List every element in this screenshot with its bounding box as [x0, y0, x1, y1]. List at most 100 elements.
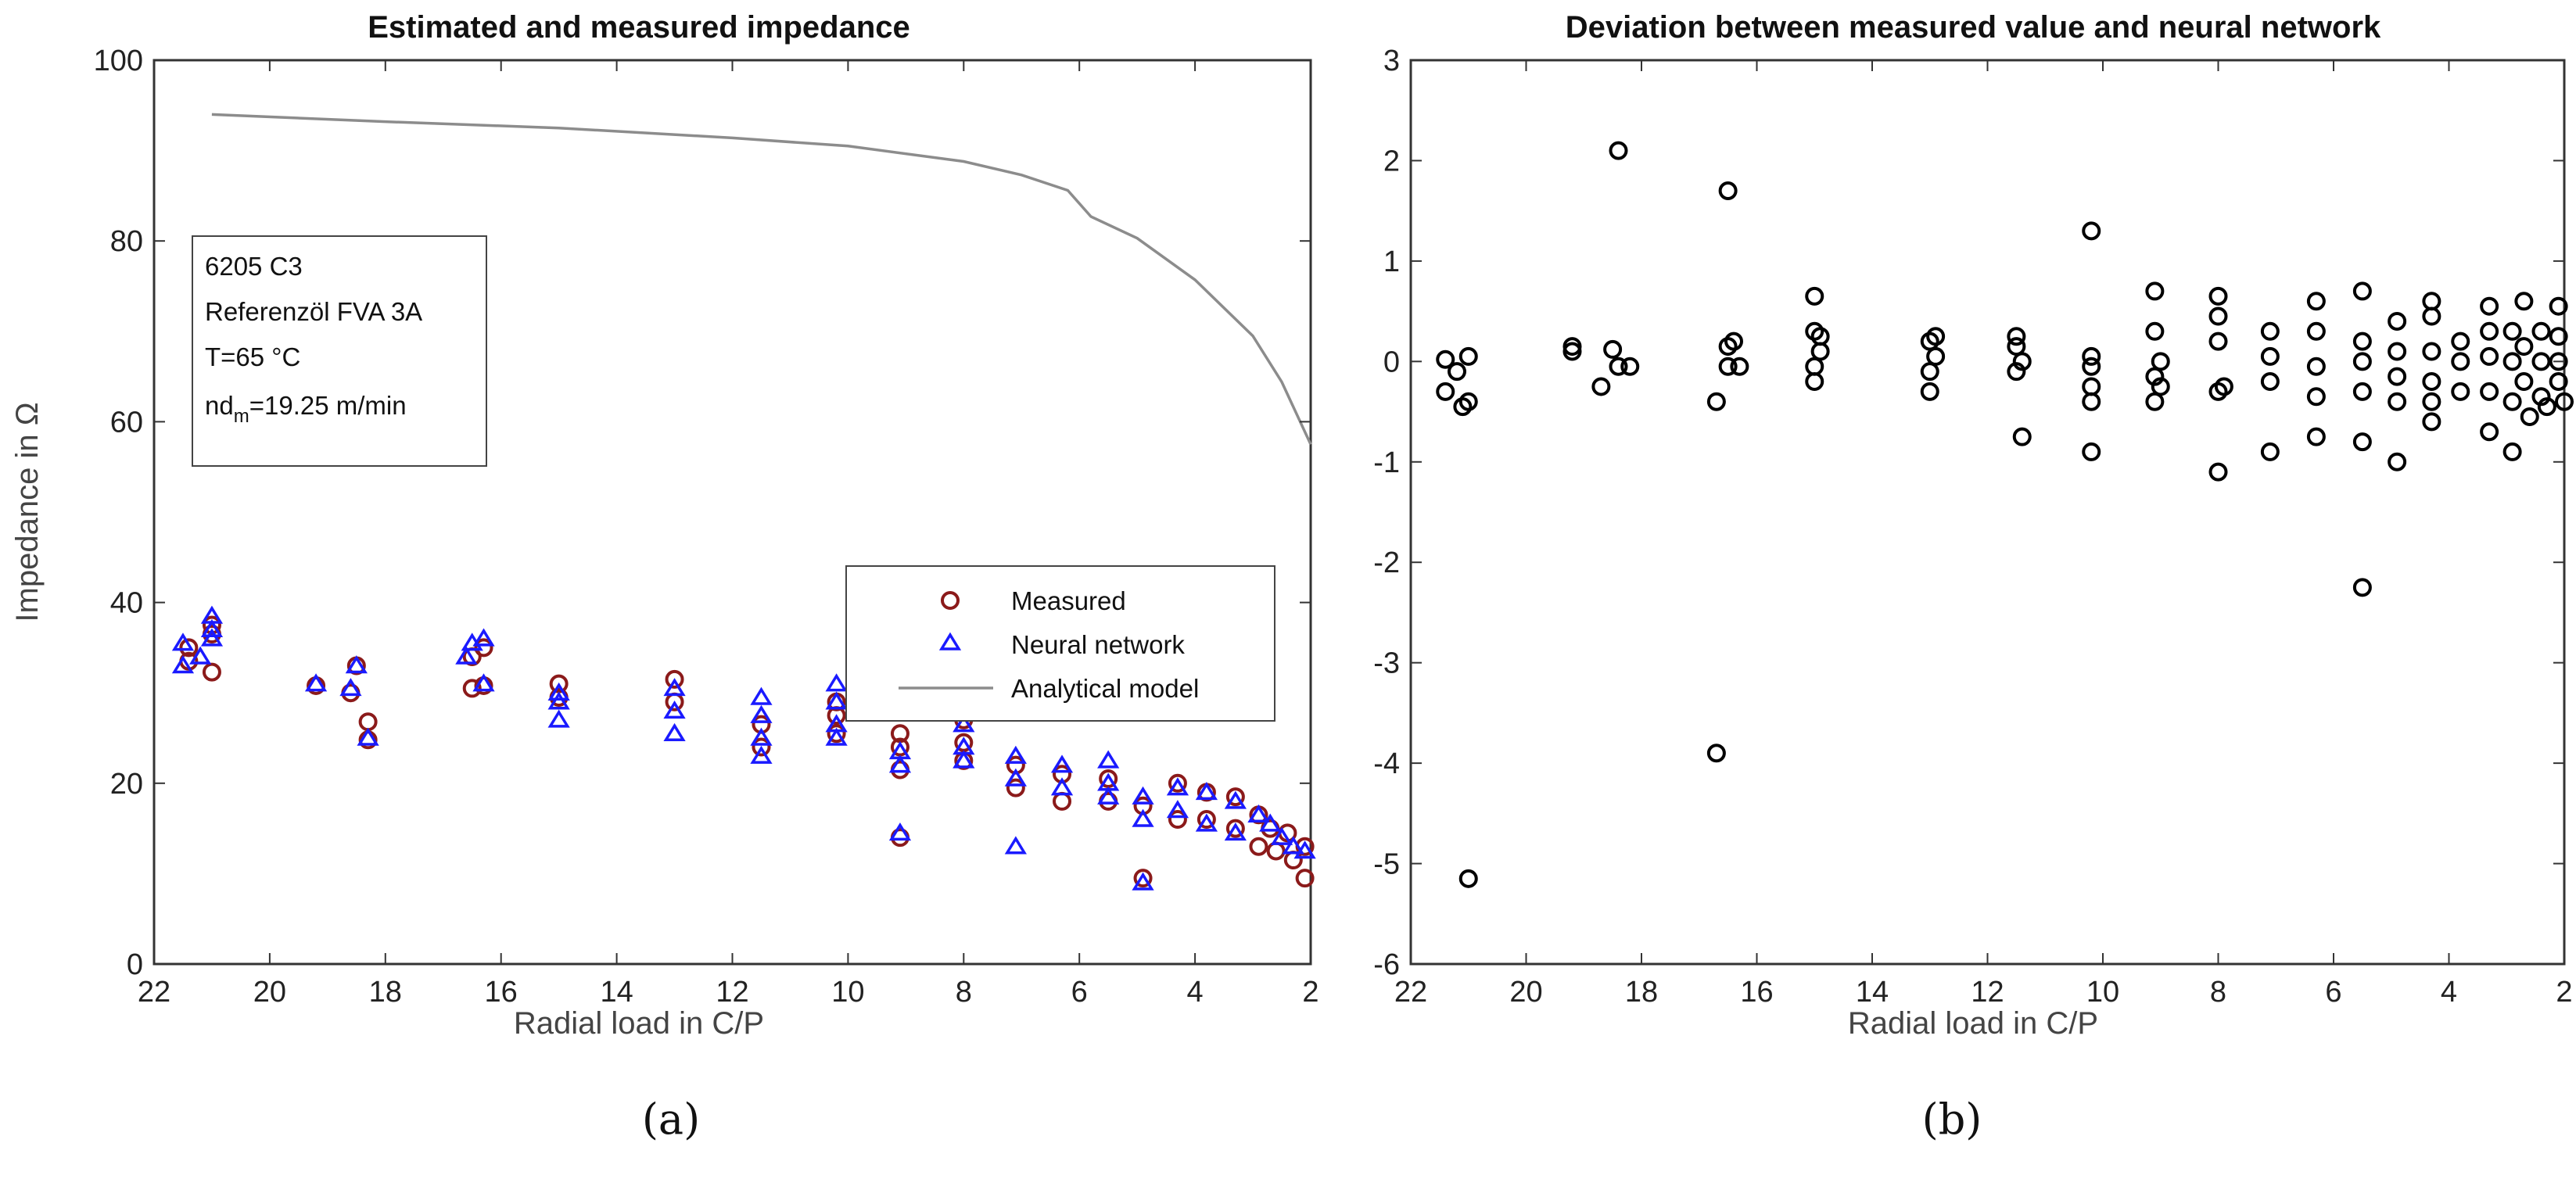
data-point-deviation: [2537, 397, 2556, 417]
data-point-deviation: [2549, 372, 2568, 392]
data-point-neural-network: [1247, 804, 1270, 823]
data-point-measured: [1168, 773, 1187, 793]
data-point-deviation: [2480, 296, 2499, 316]
data-point-neural-network: [750, 704, 773, 723]
x-tick-label: 20: [1509, 976, 1542, 1009]
data-point-deviation: [1620, 357, 1640, 376]
data-point-deviation: [2388, 452, 2407, 471]
chart-b-y-ticks: -6 -5 -4 -3 -2 -1 0 1 2 3: [1373, 45, 2564, 981]
data-point-deviation: [1562, 337, 1582, 357]
y-tick-label: -1: [1373, 446, 1400, 479]
data-point-neural-network: [1166, 777, 1189, 796]
info-box: 6205 C3 Referenzöl FVA 3A T=65 °C ndm=19…: [192, 235, 487, 467]
data-point-deviation: [1591, 377, 1611, 396]
x-tick-label: 2: [1302, 976, 1318, 1009]
y-tick-label: 0: [127, 948, 143, 981]
data-point-deviation: [2514, 337, 2534, 357]
data-point-deviation: [2531, 321, 2551, 341]
chart-b-x-ticks: 22 20 18 16 14 12 10 8 6 4 2: [1394, 60, 2573, 1009]
y-tick-label: 40: [110, 587, 143, 620]
data-point-neural-network: [1224, 822, 1247, 841]
chart-b-axes-frame: [1409, 59, 2566, 966]
data-point-neural-network: [200, 628, 224, 647]
data-point-deviation: [2502, 352, 2522, 371]
data-point-deviation: [2480, 321, 2499, 341]
legend: Measured Neural network Analytical model: [845, 565, 1275, 722]
data-point-deviation: [2352, 382, 2372, 401]
y-tick-label: 100: [94, 45, 143, 77]
chart-a-x-ticks: 22 20 18 16 14 12 10 8 6 4 2: [138, 60, 1319, 1009]
chart-a-y-label: Impedance in Ω: [10, 402, 45, 622]
data-point-deviation: [1805, 372, 1824, 392]
data-point-deviation: [2451, 352, 2470, 371]
data-point-neural-network: [953, 714, 975, 733]
data-point-deviation: [2007, 362, 2026, 382]
data-point-neural-network: [750, 727, 773, 746]
data-point-neural-network: [472, 673, 495, 692]
info-speed-value: =19.25 m/min: [249, 391, 407, 420]
chart-b: Deviation between measured value and neu…: [1373, 10, 2574, 1144]
chart-a-y-ticks: 0 20 40 60 80 100: [94, 45, 1311, 981]
data-point-deviation: [2306, 427, 2326, 446]
data-point-measured: [752, 737, 771, 757]
x-tick-label: 18: [369, 976, 402, 1009]
data-point-deviation: [2352, 332, 2372, 351]
data-point-deviation: [1718, 357, 1738, 376]
y-tick-label: 80: [110, 225, 143, 258]
data-point-deviation: [1810, 327, 1830, 346]
data-point-deviation: [2422, 342, 2441, 361]
data-point-neural-network: [1270, 826, 1293, 845]
x-tick-label: 10: [2086, 976, 2119, 1009]
data-point-deviation: [2145, 321, 2165, 341]
y-tick-label: 1: [1383, 245, 1400, 278]
data-point-deviation: [2388, 311, 2407, 331]
data-point-neural-network: [171, 633, 195, 651]
data-point-deviation: [2082, 442, 2101, 461]
data-point-measured: [1006, 778, 1025, 797]
x-tick-label: 10: [831, 976, 864, 1009]
data-point-deviation: [2422, 392, 2441, 411]
legend-label-neural-network: Neural network: [1011, 630, 1185, 659]
data-point-deviation: [1458, 869, 1478, 888]
data-point-neural-network: [1195, 782, 1218, 801]
data-point-neural-network: [455, 646, 478, 665]
data-point-neural-network: [1097, 750, 1120, 769]
data-point-neural-network: [1224, 790, 1247, 809]
info-temperature: T=65 °C: [205, 342, 300, 371]
y-tick-label: -6: [1373, 948, 1400, 981]
data-point-deviation: [2145, 392, 2165, 411]
y-tick-label: 3: [1383, 45, 1400, 77]
data-point-deviation: [2208, 286, 2228, 306]
data-point-deviation: [2480, 422, 2499, 442]
chart-b-panel-label: (b): [1922, 1095, 1982, 1144]
data-point-neural-network: [750, 686, 773, 705]
data-point-measured: [1225, 787, 1245, 807]
chart-b-title: Deviation between measured value and neu…: [1566, 10, 2381, 45]
data-point-neural-network: [663, 678, 686, 697]
chart-a-plot: [152, 59, 1316, 966]
data-point-deviation: [1730, 357, 1749, 376]
x-tick-label: 14: [1856, 976, 1889, 1009]
data-point-measured: [1225, 819, 1245, 838]
data-point-neural-network: [1132, 872, 1154, 891]
data-point-neural-network: [825, 691, 848, 710]
data-point-deviation: [2082, 221, 2101, 241]
chart-b-plot: [1409, 59, 2574, 966]
x-tick-label: 4: [2441, 976, 2457, 1009]
data-point-deviation: [2549, 352, 2568, 371]
data-point-deviation: [2260, 346, 2280, 366]
data-point-deviation: [1458, 392, 1478, 411]
x-tick-label: 6: [1071, 976, 1088, 1009]
data-point-deviation: [2208, 332, 2228, 351]
data-point-deviation: [2306, 357, 2326, 376]
data-point-neural-network: [663, 700, 686, 719]
data-point-deviation: [1706, 744, 1726, 763]
data-point-neural-network: [1259, 813, 1282, 832]
data-point-deviation: [1805, 286, 1824, 306]
info-speed-symbol: nd: [205, 391, 234, 420]
data-point-measured: [474, 638, 493, 658]
data-point-neural-network: [1293, 840, 1316, 859]
data-point-deviation: [1706, 392, 1726, 411]
series-deviation: [1436, 141, 2574, 888]
